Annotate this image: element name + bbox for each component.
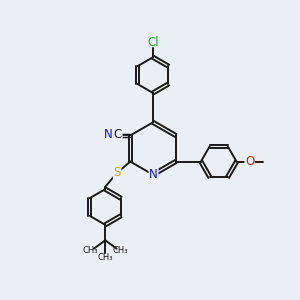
- Text: C: C: [114, 128, 122, 141]
- Text: N: N: [104, 128, 113, 141]
- Text: Cl: Cl: [147, 36, 159, 49]
- Text: O: O: [245, 155, 254, 168]
- Text: CH₃: CH₃: [98, 253, 113, 262]
- Text: S: S: [113, 166, 121, 179]
- Text: N: N: [149, 168, 158, 181]
- Text: CH₃: CH₃: [113, 246, 128, 255]
- Text: CH₃: CH₃: [82, 246, 98, 255]
